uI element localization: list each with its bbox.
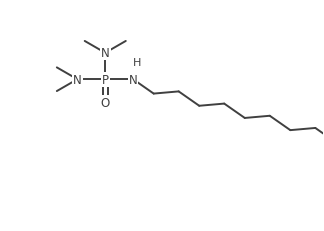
Text: O: O [101,97,110,110]
Text: N: N [73,73,82,86]
Text: N: N [129,73,137,86]
Text: H: H [133,58,141,68]
Text: N: N [101,47,110,60]
Text: P: P [102,73,109,86]
